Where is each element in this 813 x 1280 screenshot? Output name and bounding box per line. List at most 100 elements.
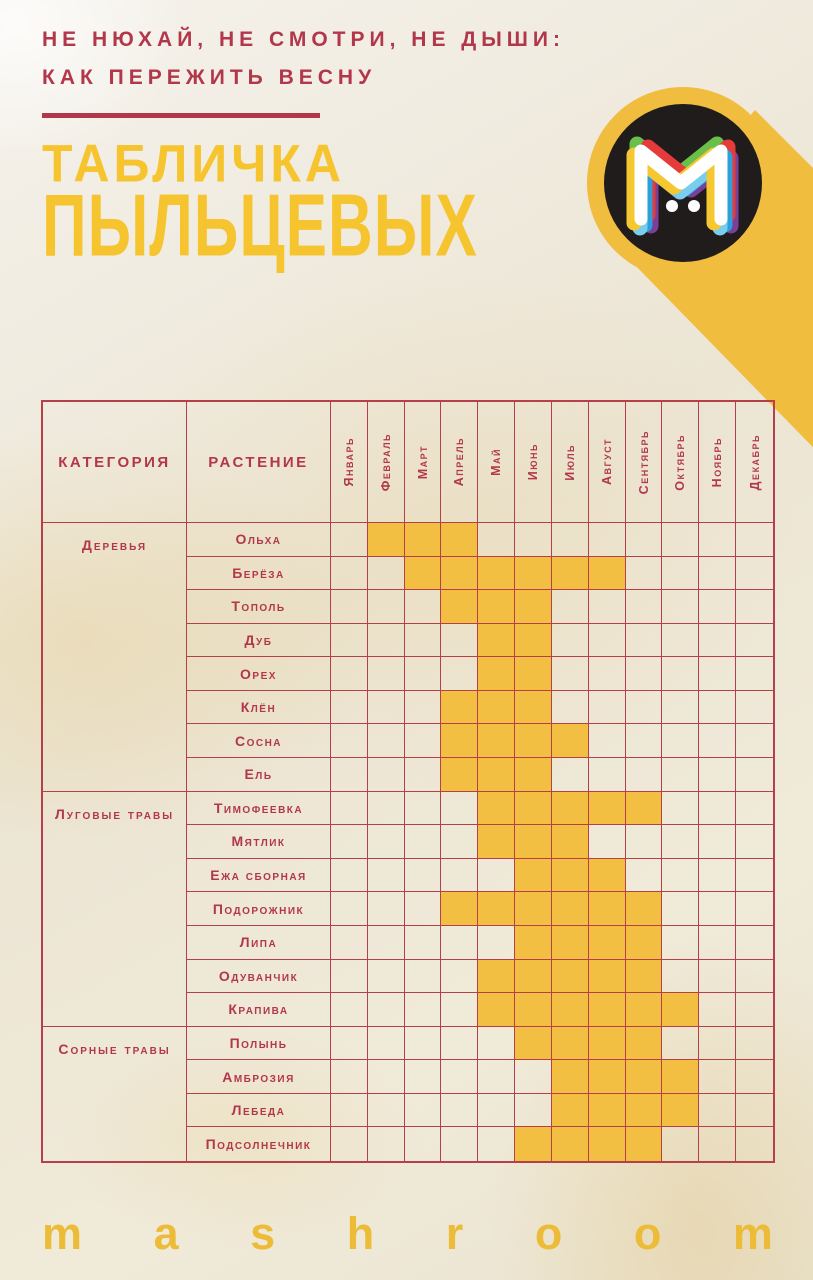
month-header: Май [478, 402, 516, 523]
month-cell [662, 556, 700, 591]
category-cell: Луговые травы [43, 791, 187, 1027]
month-header-label: Январь [341, 437, 356, 487]
month-cell [588, 1026, 626, 1061]
month-cell [367, 825, 405, 859]
month-cell [478, 657, 516, 691]
month-cell [478, 758, 516, 792]
month-cell [625, 825, 663, 859]
month-cell [331, 556, 368, 591]
month-cell [588, 858, 626, 893]
month-cell [551, 556, 589, 591]
month-cell [331, 925, 368, 960]
month-header: Февраль [367, 402, 405, 523]
month-cell [404, 1060, 442, 1094]
month-cell [736, 926, 773, 960]
brand-letter: o [633, 1208, 662, 1259]
month-cell [699, 1060, 737, 1094]
month-cell [404, 657, 442, 691]
month-header: Октябрь [662, 402, 700, 523]
month-cell [515, 925, 552, 960]
month-cell [367, 791, 405, 826]
month-cell [368, 1127, 405, 1161]
month-cell [736, 1127, 773, 1161]
brand-letter: a [153, 1208, 179, 1259]
month-cell [551, 1026, 589, 1061]
month-cell [441, 523, 479, 557]
month-cell [331, 724, 368, 759]
month-header-label: Декабрь [747, 433, 762, 491]
month-header: Декабрь [736, 402, 773, 523]
month-cell [699, 690, 737, 725]
month-cell [625, 657, 663, 691]
plant-cell: Орех [187, 657, 331, 691]
month-cell [515, 657, 552, 691]
month-cell [699, 758, 737, 792]
month-cell [699, 959, 737, 994]
month-cell [515, 623, 552, 658]
month-cell [736, 993, 773, 1027]
month-cell [662, 825, 700, 859]
month-cell [551, 892, 589, 926]
month-cell [367, 925, 405, 960]
month-cell [625, 925, 663, 960]
month-cell [405, 1127, 442, 1161]
month-cell [404, 690, 442, 725]
month-cell [551, 590, 589, 624]
month-cell [699, 623, 737, 658]
month-cell [331, 1093, 368, 1128]
month-cell [699, 1093, 737, 1128]
month-cell [736, 825, 773, 859]
month-cell [404, 724, 442, 759]
month-cell [662, 758, 700, 792]
month-cell [588, 724, 626, 759]
month-cell [404, 590, 442, 624]
brand-letter: m [732, 1208, 773, 1259]
month-cell [588, 523, 626, 557]
month-cell [625, 758, 663, 792]
month-header: Сентябрь [625, 402, 663, 523]
month-cell [367, 1026, 405, 1061]
month-cell [441, 925, 479, 960]
month-header-label: Июнь [526, 443, 541, 481]
month-header: Ноябрь [699, 402, 737, 523]
month-cell [736, 792, 773, 826]
month-cell [588, 590, 626, 624]
month-cell [515, 791, 552, 826]
month-cell [515, 556, 552, 591]
plant-cell: Амброзия [187, 1060, 331, 1094]
header-cell-category: КАТЕГОРИЯ [43, 402, 187, 523]
plant-cell: Берёза [187, 556, 331, 591]
plant-cell: Лебеда [187, 1093, 331, 1128]
month-cell [736, 1060, 773, 1094]
month-cell [588, 892, 626, 926]
pollen-table: КАТЕГОРИЯ РАСТЕНИЕ Январь Февраль Март Апрель… [41, 400, 775, 1163]
month-cell [662, 959, 700, 994]
month-header: Март [404, 402, 442, 523]
month-cell [367, 690, 405, 725]
month-cell [699, 892, 737, 926]
month-cell [478, 1026, 516, 1061]
month-cell [662, 690, 700, 725]
logo-m-icon [626, 136, 739, 236]
month-cell [625, 556, 663, 591]
month-cell [478, 690, 516, 725]
month-cell [625, 1127, 663, 1161]
plant-cell: Ежа сборная [187, 858, 331, 893]
month-header: Август [588, 402, 626, 523]
month-cell [515, 690, 552, 725]
brand-letter: o [534, 1208, 563, 1259]
month-cell [367, 1093, 405, 1128]
month-cell [404, 858, 442, 893]
month-cell [588, 690, 626, 725]
month-cell [367, 556, 405, 591]
month-cell [367, 657, 405, 691]
month-cell [625, 724, 663, 759]
month-header-label: Ноябрь [710, 436, 725, 488]
month-cell [699, 590, 737, 624]
month-cell [331, 758, 368, 792]
month-header-label: Август [599, 438, 614, 486]
month-cell [662, 590, 700, 624]
month-cell [699, 1026, 737, 1061]
month-cell [478, 791, 516, 826]
